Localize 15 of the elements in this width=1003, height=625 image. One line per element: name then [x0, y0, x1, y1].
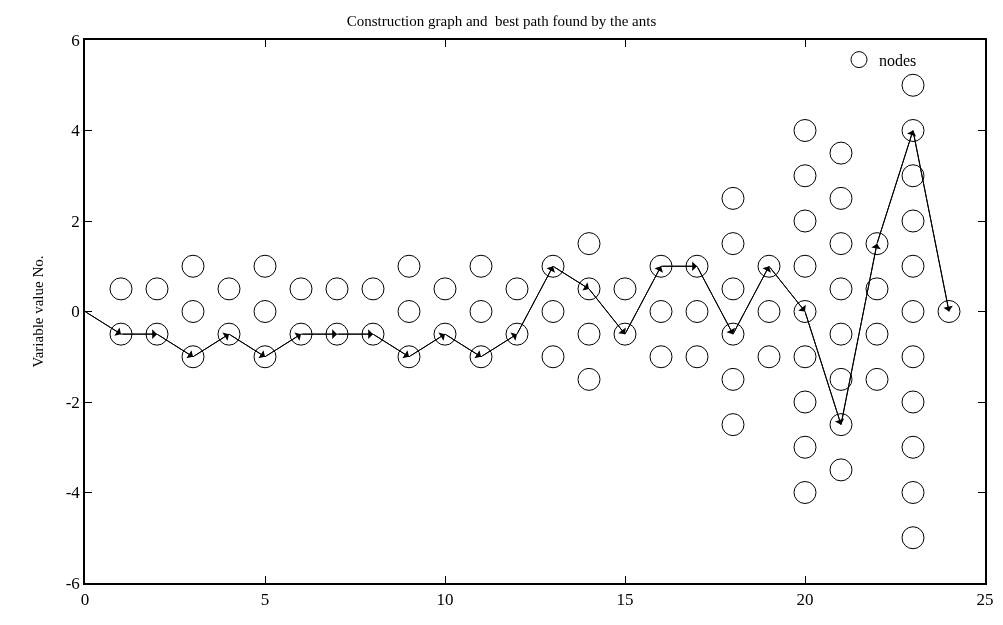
y-tick-label: -4 — [65, 483, 81, 503]
y-tick-label: -2 — [65, 392, 80, 412]
y-tick-label: -6 — [65, 573, 80, 593]
x-tick-label: 20 — [796, 590, 814, 610]
x-tick-label: 10 — [436, 590, 454, 610]
y-tick-label: 2 — [71, 211, 80, 231]
chart-title: Construction graph and best path found by the ants — [346, 13, 657, 30]
x-tick-label: 15 — [616, 590, 634, 610]
legend-label: nodes — [879, 51, 917, 69]
y-tick-label: 0 — [71, 302, 80, 322]
x-tick-label: 5 — [260, 590, 270, 610]
y-tick-label: 4 — [71, 121, 81, 141]
y-tick-label: 6 — [71, 30, 80, 50]
y-axis-title: Variable value No. — [30, 255, 47, 368]
x-tick-label: 25 — [976, 590, 994, 610]
